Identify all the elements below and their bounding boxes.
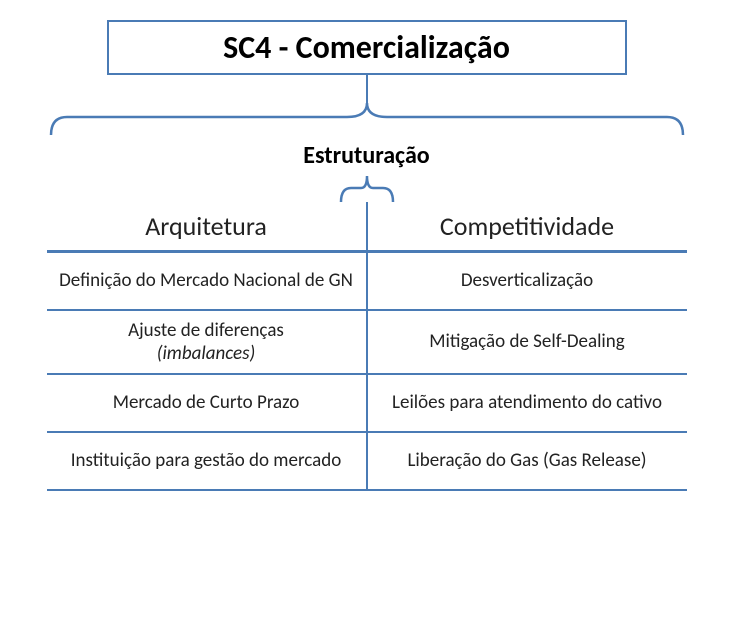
cell-right-3: Liberação do Gas (Gas Release): [367, 432, 687, 490]
cell-left-1-line1: Ajuste de diferenças: [128, 319, 284, 342]
table-header-row: Arquitetura Competitividade: [47, 202, 687, 252]
table-row: Instituição para gestão do mercado Liber…: [47, 432, 687, 490]
table-row: Mercado de Curto Prazo Leilões para aten…: [47, 374, 687, 432]
bracket-large: [47, 103, 687, 135]
connector-line: [366, 75, 368, 103]
col-header-left: Arquitetura: [47, 202, 367, 252]
table-row: Definição do Mercado Nacional de GN Desv…: [47, 252, 687, 310]
cell-left-3: Instituição para gestão do mercado: [47, 432, 367, 490]
cell-right-1: Mitigação de Self-Dealing: [367, 310, 687, 374]
table-row: Ajuste de diferenças (imbalances) Mitiga…: [47, 310, 687, 374]
bracket-small: [337, 176, 397, 202]
subtitle: Estruturação: [20, 141, 713, 170]
cell-right-2: Leilões para atendimento do cativo: [367, 374, 687, 432]
cell-right-0: Desverticalização: [367, 252, 687, 310]
structure-table: Arquitetura Competitividade Definição do…: [47, 202, 687, 491]
col-header-right: Competitividade: [367, 202, 687, 252]
page-title: SC4 - Comercialização: [223, 28, 510, 67]
title-box: SC4 - Comercialização: [107, 20, 627, 75]
cell-left-1: Ajuste de diferenças (imbalances): [47, 310, 367, 374]
cell-left-1-line2: (imbalances): [157, 342, 256, 365]
cell-left-2: Mercado de Curto Prazo: [47, 374, 367, 432]
cell-left-0: Definição do Mercado Nacional de GN: [47, 252, 367, 310]
